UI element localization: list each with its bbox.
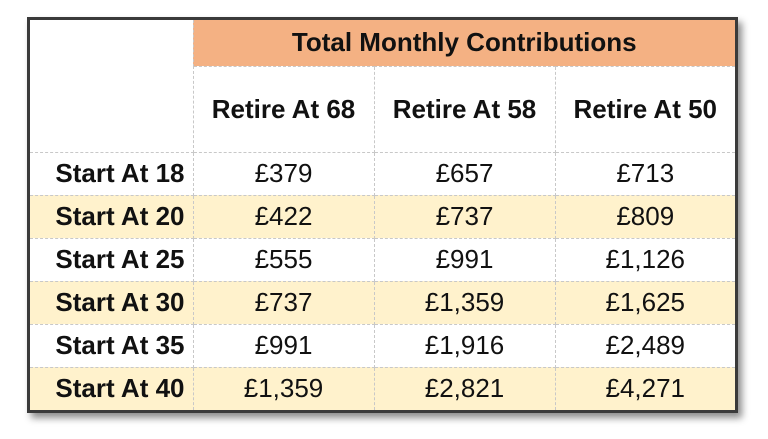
table-cell: £1,126 <box>554 237 735 282</box>
table-cell: £1,359 <box>373 280 556 325</box>
table-cell: £555 <box>192 237 375 282</box>
table-cell: £1,625 <box>554 280 735 325</box>
table-cell: £4,271 <box>554 366 735 410</box>
table-cell: £991 <box>373 237 556 282</box>
table-cell: £1,359 <box>192 366 375 410</box>
table-cell: £713 <box>554 151 735 196</box>
table-cell: £379 <box>192 151 375 196</box>
table-row: Start At 30 £737 £1,359 £1,625 <box>30 280 735 325</box>
row-header: Start At 25 <box>30 237 194 282</box>
row-header: Start At 30 <box>30 280 194 325</box>
contributions-table-frame: Total Monthly Contributions Retire At 68… <box>27 17 738 413</box>
title-row: Total Monthly Contributions <box>30 20 735 153</box>
table-cell: £2,489 <box>554 323 735 368</box>
table-cell: £737 <box>192 280 375 325</box>
row-header: Start At 40 <box>30 366 194 410</box>
corner-cell <box>30 20 194 153</box>
row-header: Start At 20 <box>30 194 194 239</box>
column-header: Retire At 50 <box>554 65 735 153</box>
contributions-table: Total Monthly Contributions Retire At 68… <box>30 20 735 410</box>
table-row: Start At 35 £991 £1,916 £2,489 <box>30 323 735 368</box>
table-cell: £657 <box>373 151 556 196</box>
row-header: Start At 35 <box>30 323 194 368</box>
table-cell: £737 <box>373 194 556 239</box>
table-cell: £1,916 <box>373 323 556 368</box>
table-cell: £809 <box>554 194 735 239</box>
column-header: Retire At 58 <box>373 65 556 153</box>
table-row: Start At 18 £379 £657 £713 <box>30 151 735 196</box>
column-header: Retire At 68 <box>192 65 375 153</box>
table-row: Start At 25 £555 £991 £1,126 <box>30 237 735 282</box>
table-cell: £2,821 <box>373 366 556 410</box>
column-header-row: Retire At 68 Retire At 58 Retire At 50 <box>30 65 735 153</box>
table-title: Total Monthly Contributions <box>192 20 735 67</box>
row-header: Start At 18 <box>30 151 194 196</box>
table-cell: £991 <box>192 323 375 368</box>
table-row: Start At 40 £1,359 £2,821 £4,271 <box>30 366 735 410</box>
table-cell: £422 <box>192 194 375 239</box>
table-row: Start At 20 £422 £737 £809 <box>30 194 735 239</box>
